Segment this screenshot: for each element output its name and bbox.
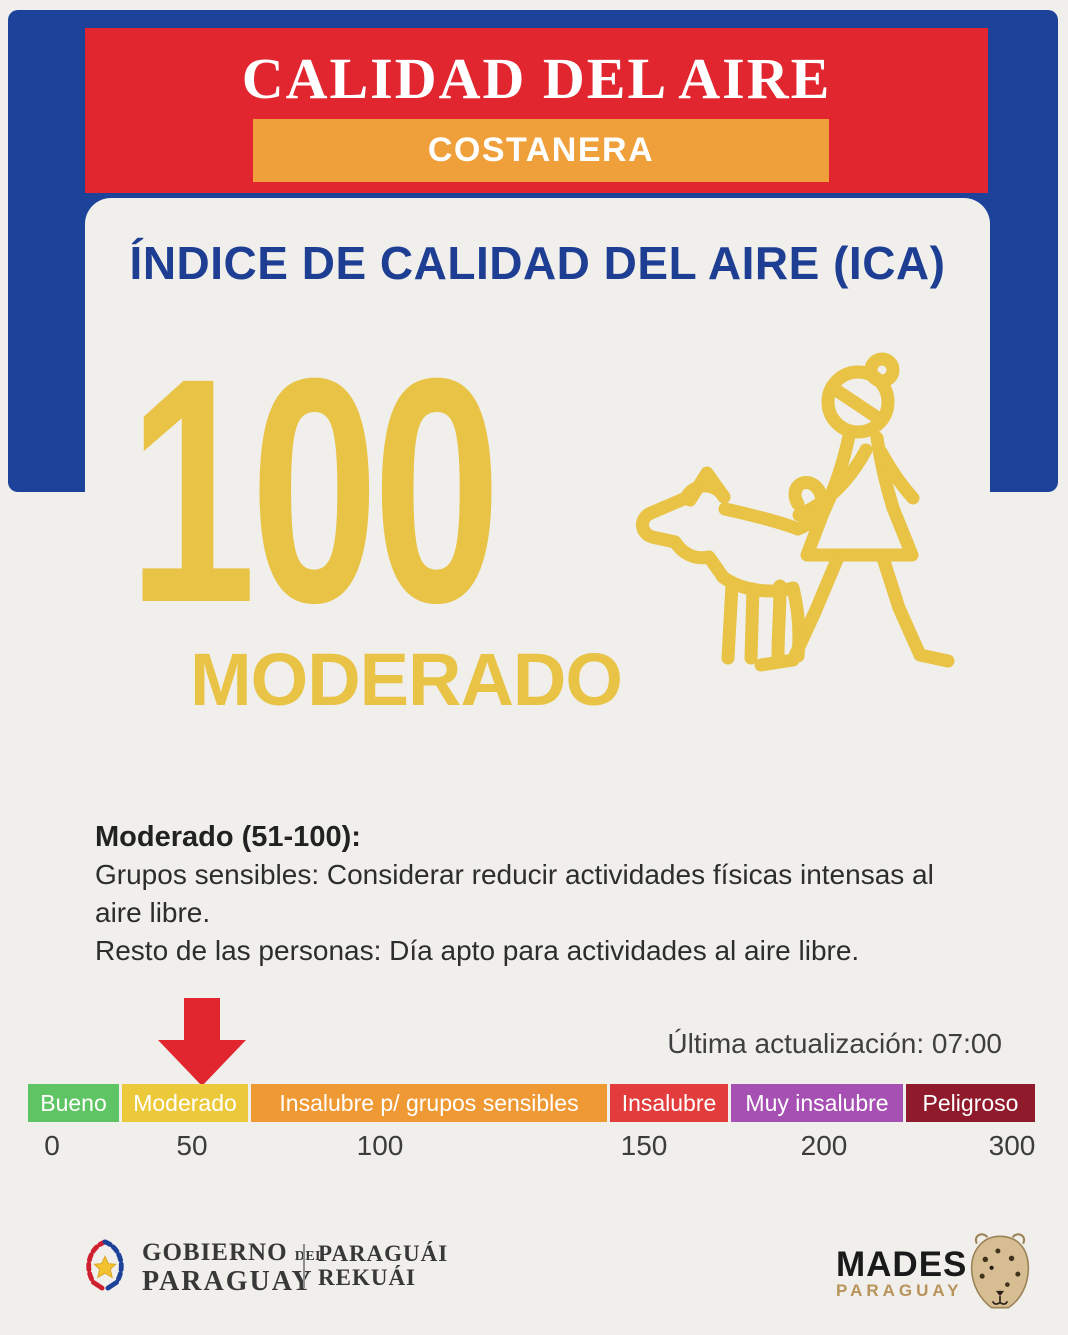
front-arm <box>792 443 873 522</box>
dog-back <box>718 502 805 536</box>
dog-rear-leg-1 <box>771 579 787 662</box>
logo-divider <box>303 1244 305 1288</box>
advisory-text: Moderado (51-100): Grupos sensibles: Con… <box>95 818 975 970</box>
jaguar-mouth <box>991 1296 1009 1305</box>
advisory-line: Resto de las personas: Día apto para act… <box>95 935 860 966</box>
scale-segment-bueno: Bueno <box>28 1084 119 1122</box>
wreath-right <box>102 1239 124 1285</box>
ica-title: ÍNDICE DE CALIDAD DEL AIRE (ICA) <box>129 237 946 289</box>
hair-fringe <box>829 383 885 425</box>
woman-walking-dog-icon <box>636 352 955 672</box>
scale-tick: 50 <box>176 1130 208 1161</box>
gov-logo-text: GOBIERNO DEL PARAGUAY <box>142 1239 326 1297</box>
gobierno-label: GOBIERNO <box>142 1239 288 1266</box>
jaguar-ear-right <box>1011 1233 1026 1245</box>
del-label: DEL <box>294 1249 326 1264</box>
jaguar-eye <box>989 1265 994 1270</box>
header-banner: CALIDAD DEL AIRE COSTANERA <box>85 28 988 193</box>
wreath-left <box>86 1239 108 1285</box>
jaguar-ear-left <box>974 1233 989 1245</box>
dog-front-leg-1 <box>721 578 739 665</box>
jaguar-spot <box>1015 1271 1021 1277</box>
dog-head <box>636 479 731 549</box>
dog-rear-leg-2 <box>786 581 806 663</box>
mades-name: MADES <box>836 1245 968 1284</box>
scale-segment-insalubre-sensibles: Insalubre p/ grupos sensibles <box>251 1084 607 1122</box>
advisory-line: Grupos sensibles: Considerar reducir act… <box>95 859 934 890</box>
back-leg <box>875 548 955 668</box>
wreath-right-tail <box>105 1279 119 1291</box>
arrow-shape <box>158 998 246 1086</box>
gov-guarani-text: PARAGUÁI REKUÁI <box>318 1242 448 1290</box>
current-level-arrow-icon <box>158 998 246 1086</box>
paraguai-label: PARAGUÁI <box>318 1241 449 1266</box>
jaguar-head <box>970 1235 1030 1309</box>
scale-tick: 300 <box>988 1130 1036 1161</box>
advisory-line: aire libre. <box>95 897 211 928</box>
jaguar-nose <box>995 1290 1005 1297</box>
jaguar-spot <box>1005 1282 1010 1287</box>
gov-line2: PARAGUAY <box>142 1266 314 1297</box>
scale-segment-insalubre: Insalubre <box>610 1084 728 1122</box>
dog-front-leg-2 <box>744 582 760 665</box>
back-arm <box>874 445 920 505</box>
mades-logo: MADES PARAGUAY <box>836 1245 968 1300</box>
jaguar-spot <box>979 1273 985 1279</box>
rekuai-label: REKUÁI <box>318 1265 417 1290</box>
gov-line1: GOBIERNO DEL <box>142 1239 326 1269</box>
jaguar-icon <box>970 1233 1030 1309</box>
jaguar-spot <box>995 1248 1001 1254</box>
scale-tick: 200 <box>800 1130 848 1161</box>
last-updated: Última actualización: 07:00 <box>667 1028 1002 1059</box>
scale-tick: 0 <box>44 1130 60 1161</box>
scale-tick: 150 <box>620 1130 668 1161</box>
wreath-left-tail <box>91 1279 105 1291</box>
dog-tail <box>788 476 829 536</box>
scale-segment-peligroso: Peligroso <box>906 1084 1035 1122</box>
page-title: CALIDAD DEL AIRE <box>241 46 832 111</box>
jaguar-spot <box>1008 1255 1015 1262</box>
paraguay-wreath-icon <box>86 1239 124 1291</box>
aqi-category: MODERADO <box>190 638 623 721</box>
dog-neck <box>668 535 730 584</box>
scale-segment-moderado: Moderado <box>122 1084 248 1122</box>
jaguar-spot <box>982 1256 989 1263</box>
station-name: COSTANERA <box>427 131 655 169</box>
mades-country: PARAGUAY <box>836 1281 963 1300</box>
advisory-heading: Moderado (51-100): <box>95 821 361 853</box>
station-banner: COSTANERA <box>253 119 829 182</box>
scale-segment-muy-insalubre: Muy insalubre <box>731 1084 903 1122</box>
star <box>93 1255 117 1279</box>
head <box>821 365 895 439</box>
aqi-value: 100 <box>128 311 501 669</box>
scale-tick: 100 <box>356 1130 404 1161</box>
content-card: ÍNDICE DE CALIDAD DEL AIRE (ICA) 100 MOD… <box>85 198 990 717</box>
